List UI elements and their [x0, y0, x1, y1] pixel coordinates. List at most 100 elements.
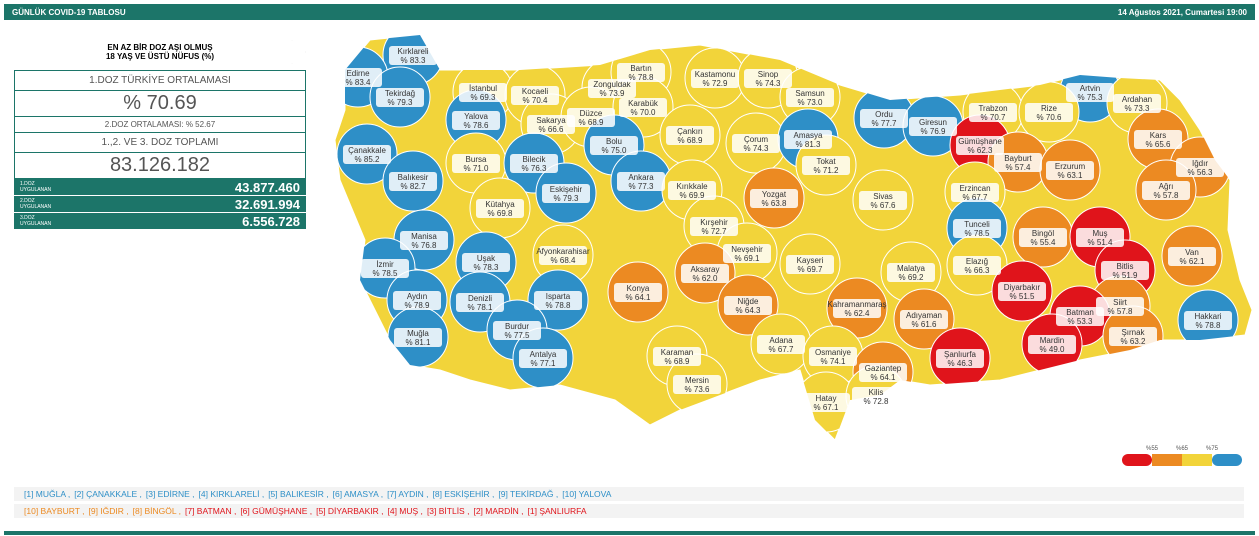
- label-box: [334, 68, 382, 87]
- province-name: Düzce: [580, 109, 603, 118]
- province-name: Kayseri: [797, 256, 824, 265]
- province-name: Uşak: [477, 254, 496, 263]
- province-value: % 76.9: [921, 127, 946, 136]
- label-box: [1113, 94, 1161, 113]
- province-value: % 77.1: [531, 359, 556, 368]
- province-value: % 69.3: [471, 93, 496, 102]
- province-name: Denizli: [468, 294, 492, 303]
- label-box: [476, 199, 524, 218]
- province-value: % 74.3: [744, 144, 769, 153]
- label-box: [343, 145, 391, 164]
- rankings: [1] MUĞLA , [2] ÇANAKKALE , [3] EDİRNE , [4…: [14, 487, 1244, 521]
- dose-row: 1.DOZ UYGULANAN 43.877.460: [14, 179, 306, 196]
- label-box: [519, 349, 567, 368]
- province-value: % 70.6: [1037, 113, 1062, 122]
- label-box: [1101, 261, 1149, 280]
- label-box: [617, 63, 665, 82]
- province-value: % 66.6: [539, 125, 564, 134]
- label-box: [668, 181, 716, 200]
- ranking-row: [1] MUĞLA , [2] ÇANAKKALE , [3] EDİRNE , [4…: [14, 487, 1244, 501]
- province-value: % 70.4: [523, 96, 548, 105]
- scale-label: %75: [1206, 446, 1219, 452]
- province-name: Niğde: [738, 297, 759, 306]
- province-value: % 78.5: [373, 269, 398, 278]
- province-name: Antalya: [530, 350, 557, 359]
- label-box: [859, 191, 907, 210]
- ranking-item: [6] GÜMÜŞHANE ,: [240, 506, 313, 516]
- label-box: [936, 349, 984, 368]
- scale-swatch: [1212, 454, 1242, 466]
- province-name: Mardin: [1040, 336, 1064, 345]
- province-value: % 73.6: [685, 385, 710, 394]
- province-name: Karaman: [661, 348, 693, 357]
- doses: 1.DOZ UYGULANAN 43.877.460 2.DOZ UYGULANAN 32…: [14, 179, 306, 230]
- dose-label-line: 1.DOZ: [20, 181, 35, 187]
- label-box: [1019, 228, 1067, 247]
- province-value: % 63.1: [1058, 171, 1083, 180]
- label-box: [653, 347, 701, 366]
- province-value: % 78.8: [1196, 321, 1221, 330]
- province-name: Afyonkarahisar: [536, 247, 590, 256]
- label-box: [951, 183, 999, 202]
- province-name: Yalova: [464, 112, 488, 121]
- province-name: Çankırı: [677, 127, 703, 136]
- ranking-item: [4] MUŞ ,: [387, 506, 423, 516]
- province-value: % 63.8: [762, 199, 787, 208]
- province-name: Bursa: [466, 155, 487, 164]
- label-box: [1109, 327, 1157, 346]
- label-box: [681, 264, 729, 283]
- province-value: % 73.0: [798, 98, 823, 107]
- province-name: Bilecik: [522, 155, 546, 164]
- label-box: [690, 217, 738, 236]
- province-name: Muğla: [407, 329, 429, 338]
- province-name: Çanakkale: [348, 146, 386, 155]
- province-value: % 81.1: [406, 338, 431, 347]
- province-value: % 76.3: [522, 164, 547, 173]
- province-name: Nevşehir: [731, 245, 763, 254]
- label-box: [1134, 130, 1182, 149]
- label-box: [750, 189, 798, 208]
- province-value: % 79.3: [554, 194, 579, 203]
- province-value: % 65.6: [1146, 140, 1171, 149]
- province-name: Kırşehir: [700, 218, 728, 227]
- province-name: Artvin: [1080, 84, 1100, 93]
- province-name: Adıyaman: [906, 311, 942, 320]
- province-value: % 66.3: [965, 266, 990, 275]
- province-name: Kocaeli: [522, 87, 548, 96]
- province-value: % 81.3: [796, 140, 821, 149]
- province-value: % 69.8: [488, 209, 513, 218]
- province-value: % 85.2: [355, 155, 380, 164]
- label-box: [786, 88, 834, 107]
- province-name: Tokat: [816, 157, 836, 166]
- dose2-avg: 2.DOZ ORTALAMASI: % 52.67: [14, 117, 306, 133]
- label-box: [860, 109, 908, 128]
- scale-swatch: [1182, 454, 1212, 466]
- label-box: [723, 244, 771, 263]
- province-name: Şanlıurfa: [944, 350, 977, 359]
- province-value: % 70.7: [981, 113, 1006, 122]
- label-box: [969, 103, 1017, 122]
- avg-value: % 70.69: [14, 91, 306, 117]
- province-value: % 78.9: [405, 301, 430, 310]
- province-name: Gaziantep: [865, 364, 902, 373]
- province-value: % 78.3: [474, 263, 499, 272]
- ranking-item: [7] BATMAN ,: [184, 506, 237, 516]
- label-box: [953, 256, 1001, 275]
- province-value: % 78.6: [464, 121, 489, 130]
- province-name: Mersin: [685, 376, 709, 385]
- dose-label-line: 2.DOZ: [20, 198, 35, 204]
- label-box: [673, 375, 721, 394]
- province-value: % 78.5: [965, 229, 990, 238]
- province-value: % 57.4: [1006, 163, 1031, 172]
- province-name: Şırnak: [1121, 328, 1145, 337]
- province-name: Bartın: [630, 64, 651, 73]
- province-value: % 74.3: [756, 79, 781, 88]
- label-box: [1025, 103, 1073, 122]
- label-box: [786, 255, 834, 274]
- label-box: [459, 83, 507, 102]
- province-value: % 64.3: [736, 306, 761, 315]
- label-box: [994, 153, 1042, 172]
- scale-legend: %55 %65 %75: [1122, 446, 1242, 466]
